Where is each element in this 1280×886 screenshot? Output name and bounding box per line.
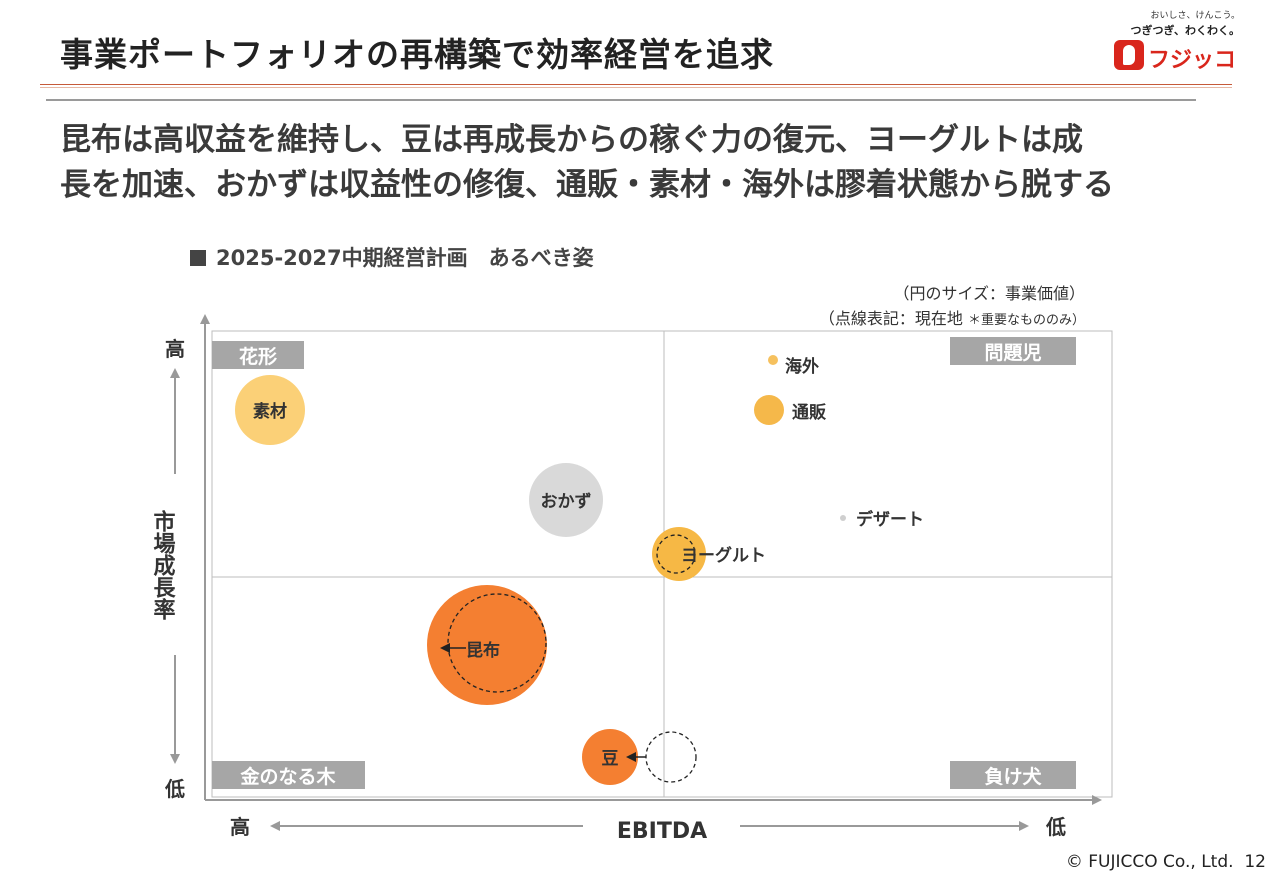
bubble-kaigai bbox=[768, 355, 778, 365]
page-title: 事業ポートフォリオの再構築で効率経営を追求 bbox=[60, 35, 774, 74]
dashed-note-text: （点線表記：現在地 bbox=[818, 309, 963, 328]
dashed-outline-note: （点線表記：現在地 ＊重要なもののみ） bbox=[819, 305, 1085, 329]
square-bullet-icon bbox=[190, 250, 206, 266]
dashed-note-small: ＊重要なもののみ） bbox=[967, 313, 1085, 328]
headline: 昆布は高収益を維持し、豆は再成長からの稼ぐ力の復元、ヨーグルトは成 長を加速、お… bbox=[60, 118, 1114, 208]
bubble-mame bbox=[582, 729, 638, 785]
company-logo: おいしさ、けんこう。 つぎつぎ、わくわく。 フジッコ bbox=[1110, 4, 1240, 74]
title-divider bbox=[40, 84, 1232, 85]
bubble-yogurt-current bbox=[656, 534, 696, 574]
plot-frame bbox=[211, 330, 1113, 798]
bubble-label-kaigai: 海外 bbox=[785, 356, 819, 377]
bubble-label-yogurt: ヨーグルト bbox=[681, 545, 766, 566]
headline-line-1: 昆布は高収益を維持し、豆は再成長からの稼ぐ力の復元、ヨーグルトは成 bbox=[60, 122, 1083, 158]
quadrant-label-bg-top-right bbox=[950, 337, 1076, 365]
bubble-label-konbu: 昆布 bbox=[466, 640, 500, 661]
bubble-label-dessert: デザート bbox=[856, 509, 924, 530]
y-axis-high-label: 高 bbox=[165, 337, 185, 361]
footer: © FUJICCO Co., Ltd. 12 bbox=[1066, 852, 1266, 872]
copyright: © FUJICCO Co., Ltd. bbox=[1065, 852, 1234, 872]
quadrant-label-bg-bottom-right bbox=[950, 761, 1076, 789]
section-heading-text: 2025-2027中期経営計画 あるべき姿 bbox=[216, 246, 594, 270]
quadrant-label-bg-bottom-left bbox=[212, 761, 365, 789]
logo-name: フジッコ bbox=[1148, 48, 1237, 73]
quadrant-label-bg-top-left bbox=[212, 341, 304, 369]
title-divider-light bbox=[40, 87, 1232, 88]
bubble-label-tsuhan: 通販 bbox=[792, 402, 827, 423]
bubble-tsuhan bbox=[754, 395, 784, 425]
bubble-dessert bbox=[840, 515, 846, 521]
logo-slogan: つぎつぎ、わくわく。 bbox=[1130, 24, 1240, 37]
y-axis-low-label: 低 bbox=[164, 777, 185, 801]
headline-divider bbox=[46, 99, 1196, 101]
bubble-label-sozai: 素材 bbox=[253, 401, 287, 422]
bubble-yogurt bbox=[652, 527, 706, 581]
bubble-mame-current bbox=[645, 731, 697, 783]
bubble-okazu bbox=[529, 463, 603, 537]
x-axis-low-label: 低 bbox=[1045, 815, 1066, 839]
quadrant-label-stars: 花形 bbox=[239, 345, 277, 368]
bubble-label-okazu: おかず bbox=[541, 492, 592, 512]
y-axis-title: 市場成長率 bbox=[150, 509, 176, 620]
logo-tagline: おいしさ、けんこう。 bbox=[1150, 11, 1240, 21]
bubble-label-mame: 豆 bbox=[602, 749, 619, 769]
bubble-size-note: （円のサイズ：事業価値） bbox=[893, 284, 1085, 303]
bubble-sozai bbox=[235, 375, 305, 445]
quadrant-label-dogs: 負け犬 bbox=[984, 765, 1042, 788]
x-axis-title: EBITDA bbox=[617, 819, 707, 844]
quadrant-label-question-marks: 問題児 bbox=[984, 342, 1041, 364]
page-number: 12 bbox=[1244, 852, 1266, 872]
bubble-konbu-current bbox=[447, 593, 547, 693]
headline-line-2: 長を加速、おかずは収益性の修復、通販・素材・海外は膠着状態から脱する bbox=[60, 167, 1114, 203]
quadrant-label-cash-cows: 金のなる木 bbox=[239, 765, 336, 788]
x-axis-high-label: 高 bbox=[230, 815, 250, 839]
section-heading: 2025-2027中期経営計画 あるべき姿 bbox=[190, 242, 594, 272]
logo-mark-icon bbox=[1114, 40, 1144, 70]
